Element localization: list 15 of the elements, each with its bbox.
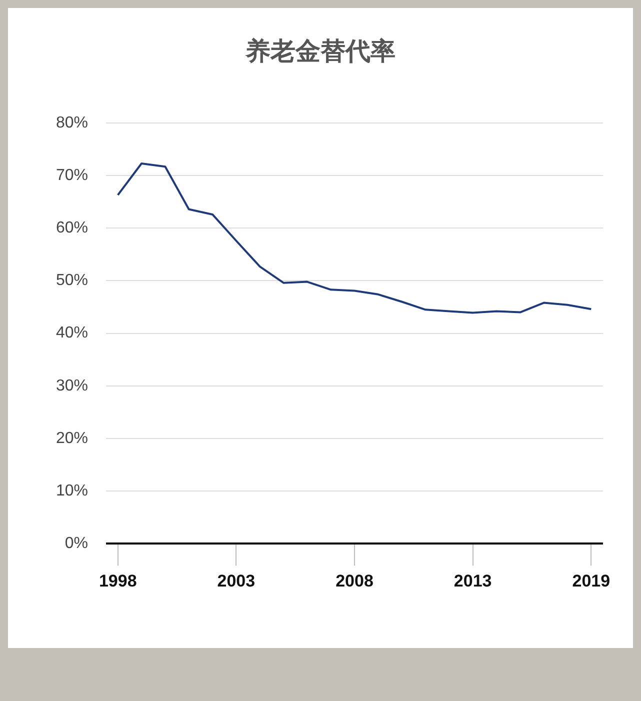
chart-title: 养老金替代率	[244, 36, 396, 66]
y-tick-label: 40%	[56, 324, 88, 342]
x-tick-label: 1998	[98, 571, 137, 590]
y-tick-label: 0%	[64, 535, 88, 552]
x-tick-label: 2019	[572, 571, 610, 590]
x-tick-label: 2003	[217, 571, 256, 590]
y-tick-label: 70%	[56, 166, 88, 184]
y-tick-label: 80%	[56, 114, 88, 132]
y-tick-label: 60%	[56, 220, 88, 237]
y-tick-label: 50%	[56, 272, 88, 290]
y-tick-label: 10%	[56, 482, 88, 500]
y-tick-label: 20%	[56, 430, 88, 447]
y-tick-label: 30%	[56, 377, 88, 394]
x-tick-label: 2008	[336, 571, 374, 590]
x-tick-label: 2013	[454, 571, 492, 590]
